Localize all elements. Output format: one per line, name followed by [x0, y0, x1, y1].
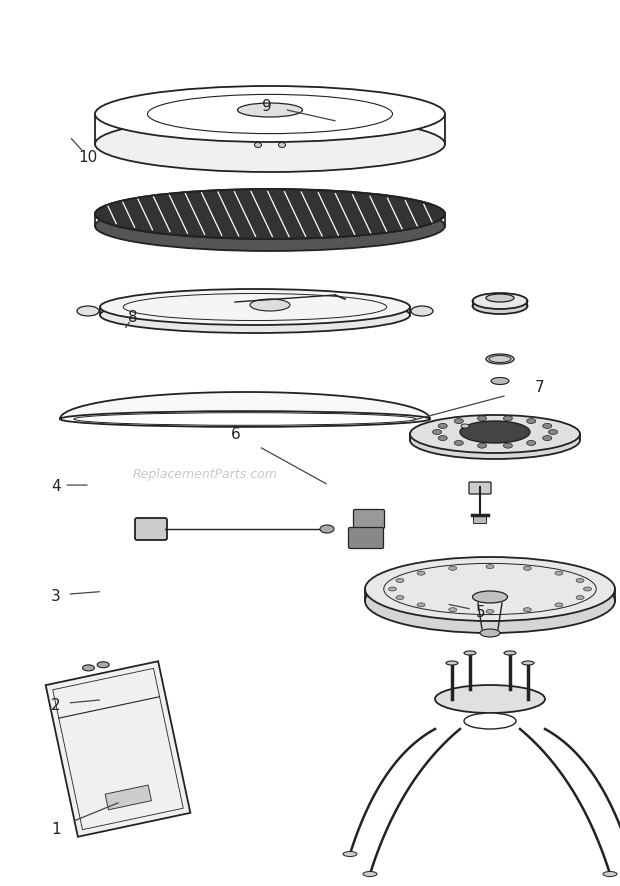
- Text: 5: 5: [476, 604, 485, 618]
- Ellipse shape: [446, 661, 458, 665]
- Text: 2: 2: [51, 697, 61, 711]
- Ellipse shape: [97, 662, 109, 668]
- Ellipse shape: [363, 872, 377, 876]
- Ellipse shape: [526, 441, 536, 446]
- Ellipse shape: [396, 596, 404, 600]
- Ellipse shape: [472, 591, 508, 603]
- Ellipse shape: [542, 436, 552, 441]
- Ellipse shape: [486, 565, 494, 569]
- Text: 8: 8: [128, 310, 138, 324]
- Ellipse shape: [410, 422, 580, 460]
- Ellipse shape: [396, 579, 404, 583]
- Ellipse shape: [555, 603, 563, 607]
- FancyBboxPatch shape: [135, 518, 167, 540]
- Ellipse shape: [491, 378, 509, 385]
- Ellipse shape: [417, 571, 425, 576]
- Ellipse shape: [461, 424, 469, 429]
- Ellipse shape: [365, 570, 615, 633]
- FancyBboxPatch shape: [474, 517, 487, 524]
- Text: 10: 10: [78, 151, 98, 165]
- Ellipse shape: [343, 851, 357, 857]
- Ellipse shape: [365, 557, 615, 621]
- FancyBboxPatch shape: [348, 528, 384, 549]
- Ellipse shape: [576, 596, 584, 600]
- Ellipse shape: [100, 298, 410, 334]
- Ellipse shape: [549, 430, 557, 435]
- Ellipse shape: [250, 299, 290, 312]
- Ellipse shape: [542, 424, 552, 429]
- Ellipse shape: [237, 104, 303, 118]
- Ellipse shape: [449, 608, 457, 612]
- Polygon shape: [60, 392, 430, 420]
- Ellipse shape: [603, 872, 617, 876]
- Polygon shape: [46, 662, 190, 836]
- Text: ReplacementParts.com: ReplacementParts.com: [132, 468, 277, 480]
- Ellipse shape: [389, 587, 397, 591]
- Ellipse shape: [583, 587, 591, 591]
- Ellipse shape: [438, 424, 447, 429]
- Ellipse shape: [433, 430, 441, 435]
- Ellipse shape: [477, 416, 487, 422]
- Text: 6: 6: [231, 427, 241, 441]
- Ellipse shape: [100, 290, 410, 326]
- Ellipse shape: [460, 422, 530, 444]
- Ellipse shape: [410, 416, 580, 454]
- Ellipse shape: [576, 579, 584, 583]
- Ellipse shape: [486, 610, 494, 614]
- Ellipse shape: [77, 307, 99, 316]
- Polygon shape: [105, 785, 151, 810]
- Ellipse shape: [95, 87, 445, 143]
- Ellipse shape: [60, 412, 430, 427]
- Ellipse shape: [555, 571, 563, 576]
- Ellipse shape: [523, 567, 531, 571]
- FancyBboxPatch shape: [469, 483, 491, 494]
- Ellipse shape: [454, 419, 463, 424]
- Ellipse shape: [523, 608, 531, 612]
- Ellipse shape: [504, 651, 516, 656]
- Ellipse shape: [526, 419, 536, 424]
- Ellipse shape: [320, 525, 334, 533]
- Ellipse shape: [449, 567, 457, 571]
- Ellipse shape: [522, 661, 534, 665]
- Ellipse shape: [477, 444, 487, 448]
- Text: 9: 9: [262, 99, 272, 113]
- Ellipse shape: [464, 651, 476, 656]
- Ellipse shape: [486, 295, 514, 303]
- Ellipse shape: [82, 665, 94, 671]
- Text: 4: 4: [51, 478, 61, 493]
- Text: 1: 1: [51, 821, 61, 835]
- Ellipse shape: [472, 293, 528, 309]
- Ellipse shape: [417, 603, 425, 607]
- Ellipse shape: [95, 202, 445, 252]
- Text: 7: 7: [534, 380, 544, 394]
- Ellipse shape: [95, 190, 445, 240]
- Ellipse shape: [486, 354, 514, 364]
- Ellipse shape: [472, 299, 528, 315]
- Ellipse shape: [438, 436, 447, 441]
- FancyBboxPatch shape: [353, 510, 384, 529]
- Ellipse shape: [435, 685, 545, 713]
- Ellipse shape: [95, 117, 445, 173]
- Ellipse shape: [503, 416, 512, 422]
- Ellipse shape: [454, 441, 463, 446]
- Ellipse shape: [503, 444, 512, 448]
- Ellipse shape: [278, 144, 285, 148]
- Ellipse shape: [464, 713, 516, 729]
- Text: 3: 3: [51, 588, 61, 602]
- Ellipse shape: [254, 144, 262, 148]
- Ellipse shape: [480, 629, 500, 637]
- Ellipse shape: [411, 307, 433, 316]
